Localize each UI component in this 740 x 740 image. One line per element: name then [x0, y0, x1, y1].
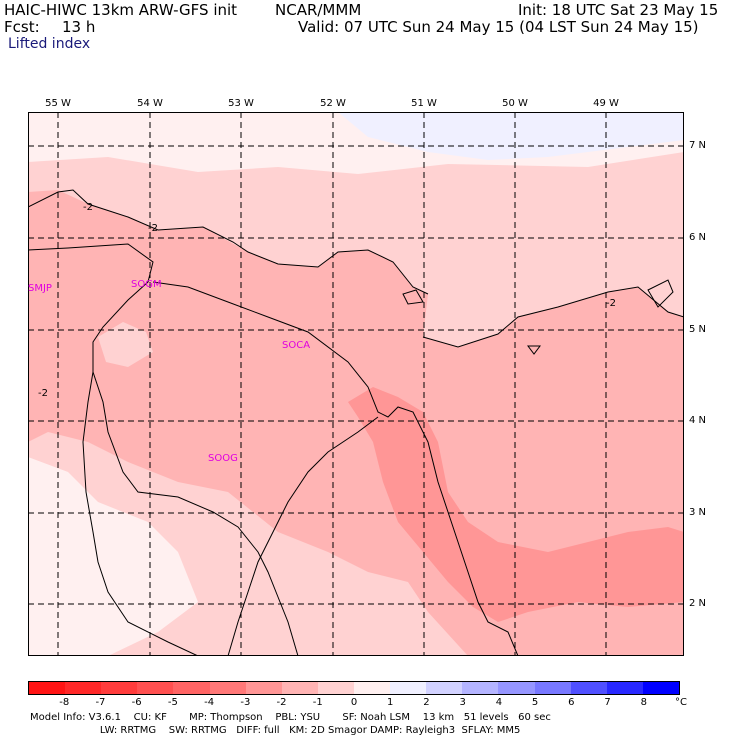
- lon-label: 51 W: [411, 98, 437, 109]
- colorbar-segment: [281, 682, 318, 694]
- lat-label: 2 N: [689, 598, 707, 609]
- colorbar-tick-label: -1: [312, 697, 323, 708]
- station-label: SOOG: [208, 453, 238, 464]
- colorbar-tick-label: -6: [131, 697, 142, 708]
- colorbar-segment: [534, 682, 571, 694]
- contour-label: -2: [148, 223, 158, 234]
- colorbar-segment: [317, 682, 354, 694]
- border-west: [82, 371, 199, 656]
- colorbar-segment: [137, 682, 174, 694]
- org-label: NCAR/MMM: [275, 1, 362, 19]
- map-frame: [28, 112, 684, 656]
- colorbar-tick-label: 1: [387, 697, 394, 708]
- contour-label: -2: [606, 298, 616, 309]
- colorbar-segment: [353, 682, 391, 694]
- colorbar-segment: [209, 682, 246, 694]
- lat-label: 3 N: [689, 507, 707, 518]
- station-label: SOCA: [282, 340, 311, 351]
- colorbar: [28, 681, 680, 695]
- lat-label: 5 N: [689, 324, 707, 335]
- contour-label: -2: [38, 388, 48, 399]
- colorbar-tick-label: 5: [531, 697, 539, 708]
- lon-label: 55 W: [45, 98, 71, 109]
- boundaries: [28, 243, 519, 656]
- colorbar-segment: [426, 682, 463, 694]
- forecast-label: Fcst:: [4, 18, 40, 36]
- colorbar-tick-label: 4: [495, 697, 503, 708]
- lon-label: 54 W: [137, 98, 163, 109]
- colorbar-segment: [29, 682, 66, 694]
- forecast-hour: 13 h: [62, 18, 96, 36]
- shade-island: [98, 322, 153, 367]
- colorbar-tick-label: 7: [604, 697, 611, 708]
- station-label: SMJP: [28, 283, 52, 294]
- lat-label: 6 N: [689, 232, 707, 243]
- colorbar-tick-label: -3: [240, 697, 251, 708]
- contour-line: [402, 289, 424, 305]
- colorbar-tick-label: 8: [640, 697, 647, 708]
- colorbar-segment: [462, 682, 499, 694]
- colorbar-segment: [101, 682, 138, 694]
- colorbar-segment: [390, 682, 427, 694]
- model-info-line1: Model Info: V3.6.1 CU: KF MP: Thompson P…: [30, 712, 551, 723]
- colorbar-tick-label: -2: [276, 697, 287, 708]
- colorbar-tick-label: 0: [350, 697, 358, 708]
- colorbar-tick-label: -5: [167, 697, 178, 708]
- colorbar-unit: °C: [675, 697, 687, 708]
- lat-label: 7 N: [689, 140, 707, 151]
- colorbar-tick-label: -4: [204, 697, 215, 708]
- colorbar-tick-label: -8: [59, 697, 70, 708]
- lon-label: 50 W: [502, 98, 528, 109]
- init-time: Init: 18 UTC Sat 23 May 15: [518, 1, 719, 19]
- colorbar-segment: [498, 682, 535, 694]
- model-info-line2: LW: RRTMG SW: RRTMG DIFF: full KM: 2D Sm…: [30, 725, 521, 736]
- shade-band-strong: [348, 387, 684, 622]
- contour-line: [422, 286, 684, 348]
- contour-line: [527, 345, 541, 355]
- colorbar-segment: [606, 682, 643, 694]
- colorbar-segment: [570, 682, 607, 694]
- lon-label: 49 W: [593, 98, 619, 109]
- coastline: [28, 243, 299, 656]
- colorbar-segment: [245, 682, 282, 694]
- border-north: [152, 281, 519, 656]
- model-title: HAIC-HIWC 13km ARW-GFS init: [4, 1, 238, 19]
- colorbar-segment: [642, 682, 679, 694]
- colorbar-segment: [65, 682, 102, 694]
- field-name: Lifted index: [8, 36, 91, 52]
- valid-time: Valid: 07 UTC Sun 24 May 15 (04 LST Sun …: [298, 18, 699, 36]
- colorbar-tick-label: 3: [459, 697, 466, 708]
- lifted-index-map: -2 -2 -2 -2: [28, 112, 684, 656]
- contour-line: [647, 279, 674, 308]
- lon-label: 52 W: [320, 98, 346, 109]
- colorbar-tick-label: -7: [95, 697, 106, 708]
- station-label: SOGM: [131, 279, 162, 290]
- lon-label: 53 W: [228, 98, 254, 109]
- shade-band-mid: [28, 190, 684, 656]
- border-inner: [227, 416, 379, 656]
- lat-lon-grid: [28, 112, 684, 656]
- lat-label: 4 N: [689, 415, 707, 426]
- colorbar-tick-label: 2: [423, 697, 430, 708]
- shade-band-pale-sw: [28, 457, 198, 656]
- colorbar-segment: [173, 682, 210, 694]
- colorbar-tick-label: 6: [568, 697, 575, 708]
- contour-label: -2: [83, 202, 93, 213]
